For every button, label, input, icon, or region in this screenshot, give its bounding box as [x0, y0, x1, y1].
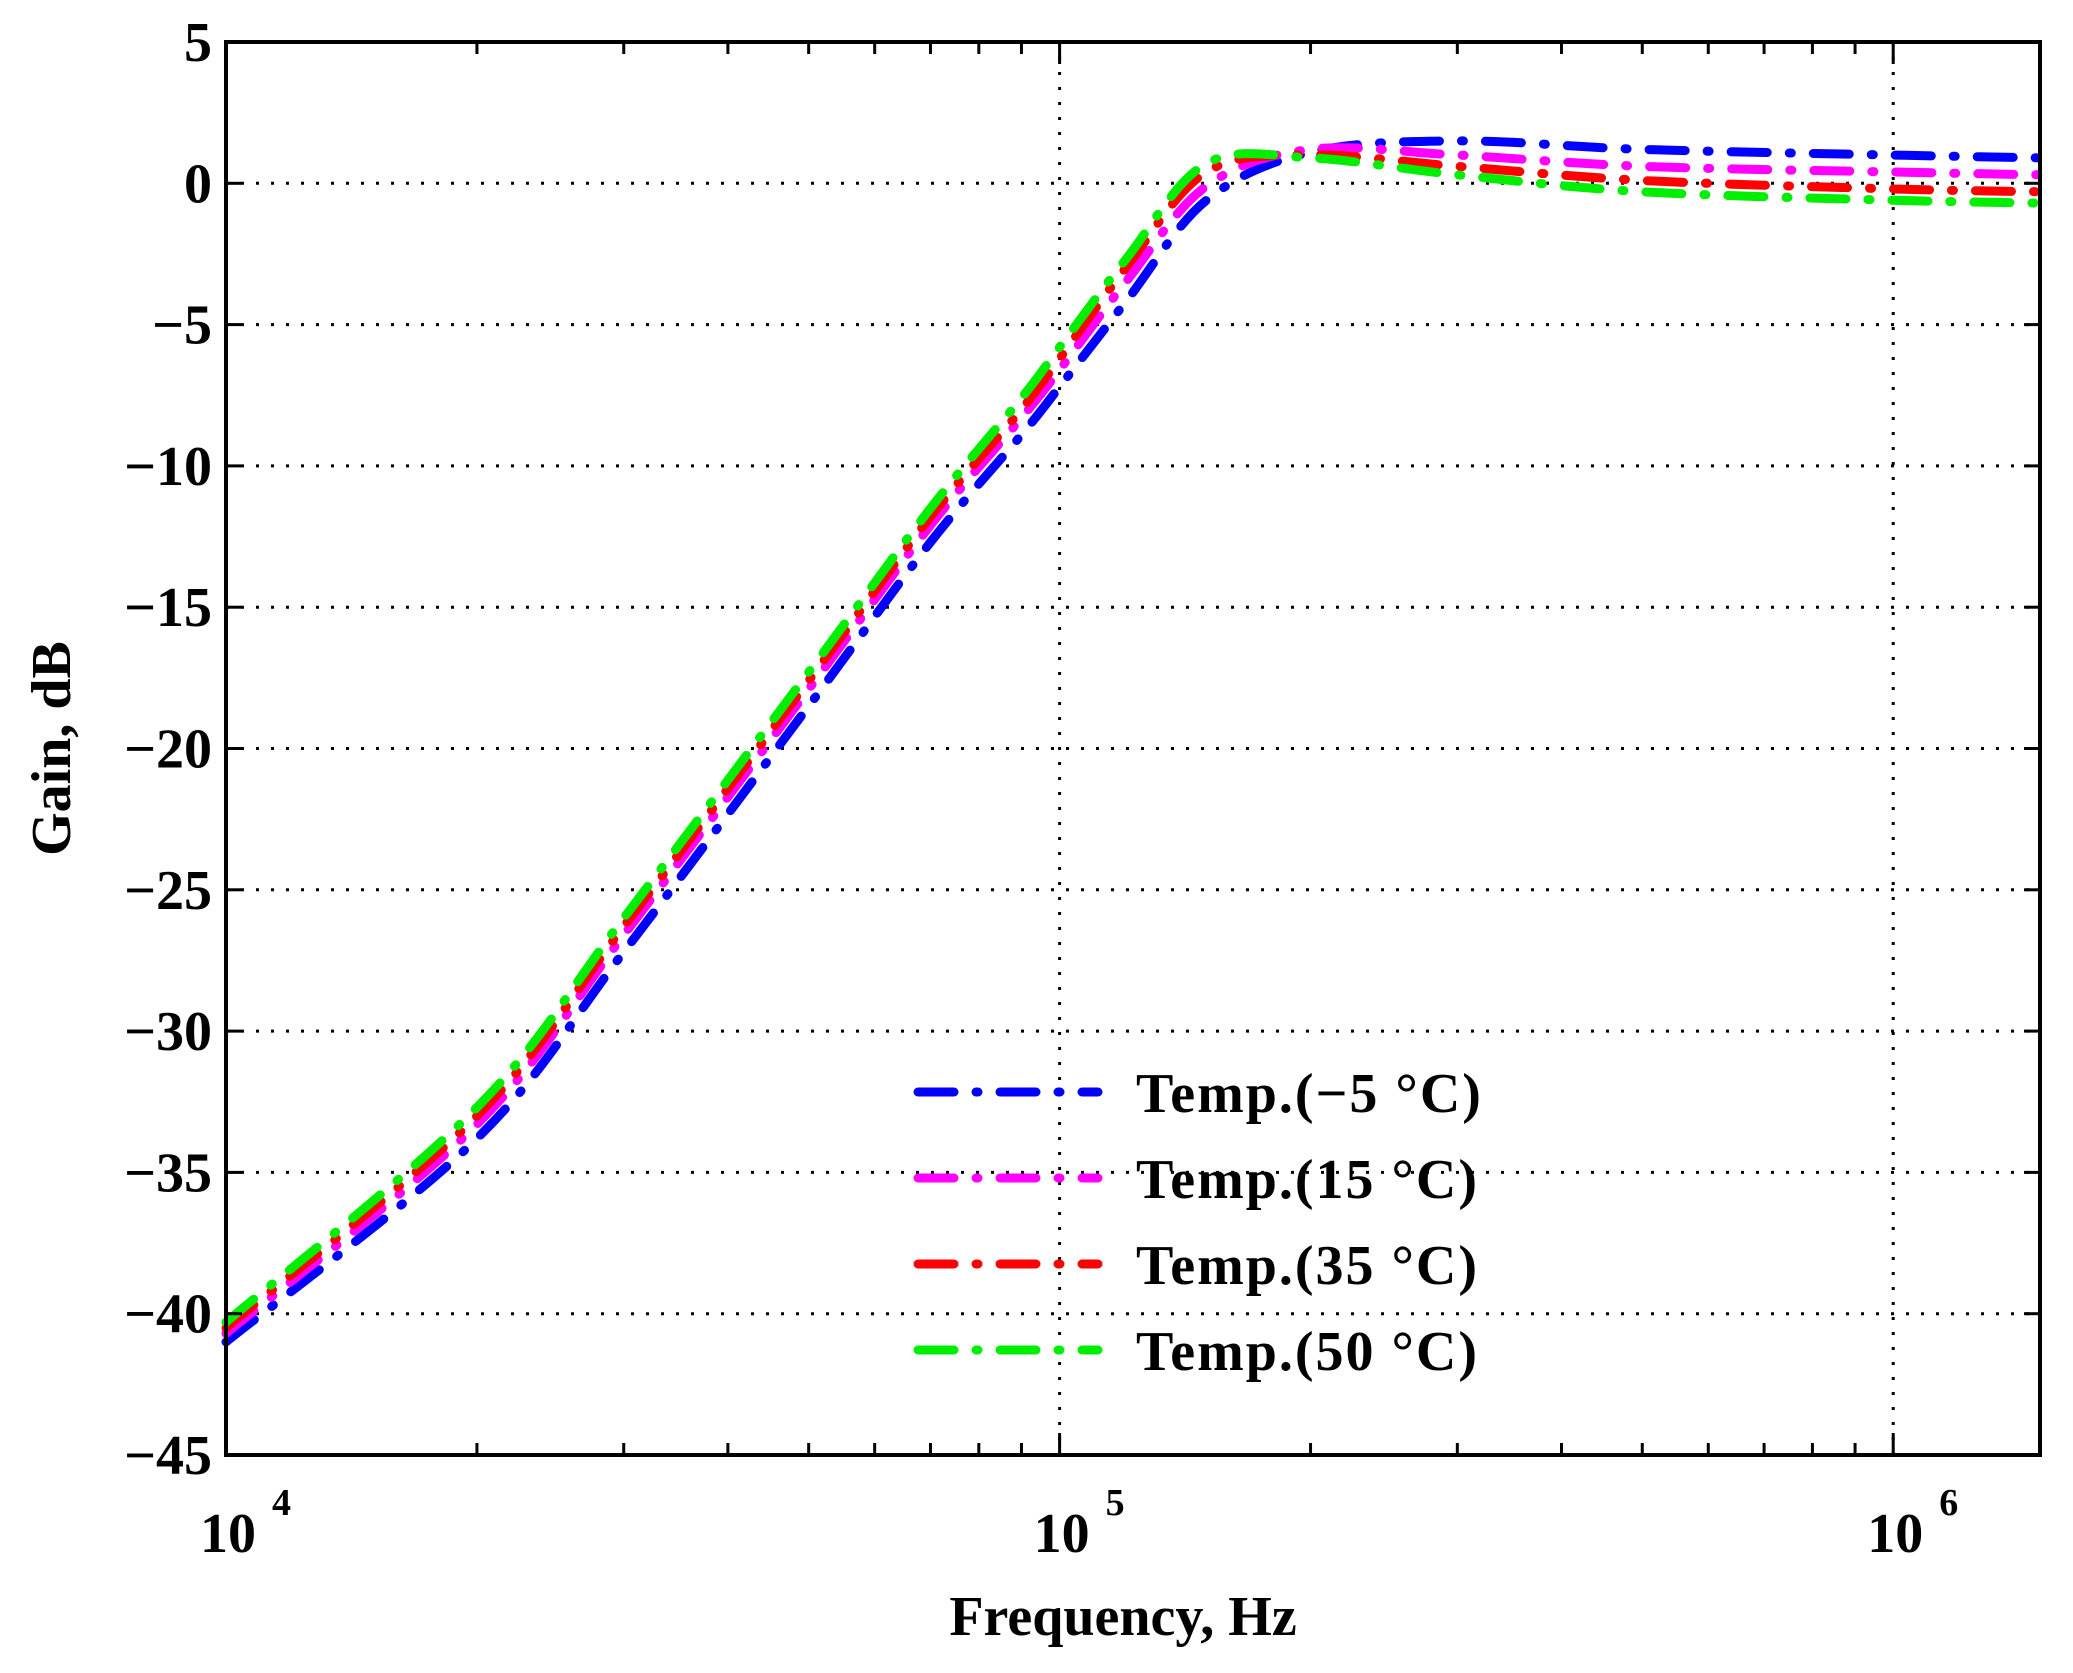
legend-label: Temp.(50 °C)	[1136, 1321, 1479, 1383]
x-tick-exponent: 5	[1106, 1482, 1125, 1524]
axis-ticks	[224, 40, 2040, 1457]
y-tick-label: −35	[124, 1142, 212, 1204]
y-tick-label: −45	[124, 1425, 212, 1487]
y-tick-label: −5	[152, 295, 212, 357]
legend-label: Temp.(35 °C)	[1136, 1235, 1479, 1297]
series-line	[221, 143, 2045, 1338]
x-tick-exponent: 6	[1939, 1482, 1958, 1524]
x-axis-title: Frequency, Hz	[949, 1586, 1296, 1648]
legend: Temp.(−5 °C) Temp.(15 °C) Temp.(35 °C) Temp…	[913, 1063, 1483, 1383]
y-tick-labels: 5 0 −5 −10 −15 −20 −25 −30 −35 −40 −45	[124, 12, 212, 1487]
y-tick-label: −10	[124, 436, 212, 498]
y-tick-label: 0	[184, 153, 212, 215]
y-tick-label: 5	[184, 12, 212, 74]
series-line	[221, 149, 2045, 1327]
x-tick-labels: 10 4 10 5 10 6	[200, 1482, 1958, 1565]
grid-lines	[226, 42, 2040, 1455]
x-tick-exponent: 4	[272, 1482, 291, 1524]
legend-label: Temp.(15 °C)	[1136, 1149, 1479, 1211]
series-line	[221, 150, 2045, 1333]
x-tick-base: 10	[200, 1503, 256, 1565]
y-tick-label: −25	[124, 860, 212, 922]
legend-label: Temp.(−5 °C)	[1136, 1063, 1483, 1125]
x-tick-base: 10	[1867, 1503, 1923, 1565]
y-tick-label: −30	[124, 1001, 212, 1063]
x-tick-base: 10	[1034, 1503, 1090, 1565]
y-tick-label: −20	[124, 719, 212, 781]
series-line	[221, 136, 2045, 1347]
y-tick-label: −40	[124, 1284, 212, 1346]
y-axis-title: Gain, dB	[21, 641, 83, 856]
data-series	[221, 136, 2045, 1347]
y-tick-label: −15	[124, 577, 212, 639]
